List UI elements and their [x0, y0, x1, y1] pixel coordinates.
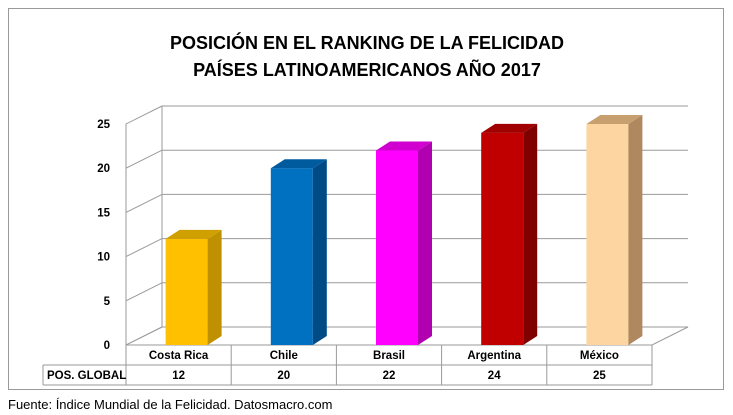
- y-tick-label: 25: [97, 119, 110, 131]
- bar-side: [523, 123, 538, 345]
- chart: POSICIÓN EN EL RANKING DE LA FELICIDAD P…: [42, 32, 689, 386]
- category-label: Chile: [270, 350, 298, 362]
- data-table-value: 24: [488, 370, 501, 382]
- bar-top: [165, 229, 222, 239]
- gridline-depth: [125, 282, 163, 302]
- bar: [376, 141, 432, 345]
- chart-title-line-2: PAÍSES LATINOAMERICANOS AÑO 2017: [193, 59, 541, 80]
- bar-side: [312, 159, 327, 345]
- data-table-value: 20: [277, 370, 290, 382]
- bars: [165, 115, 643, 345]
- chart-frame: POSICIÓN EN EL RANKING DE LA FELICIDAD P…: [8, 8, 724, 390]
- y-tick-label: 15: [97, 207, 110, 219]
- bar-side: [418, 141, 432, 345]
- y-tick-label: 20: [97, 163, 110, 175]
- gridline-depth: [125, 193, 163, 213]
- series-label: POS. GLOBAL: [47, 370, 126, 382]
- y-tick-label: 0: [104, 340, 110, 352]
- source-note: Fuente: Índice Mundial de la Felicidad. …: [8, 397, 333, 412]
- category-label: México: [580, 350, 619, 362]
- chart-title-line-1: POSICIÓN EN EL RANKING DE LA FELICIDAD: [170, 32, 564, 53]
- bar-top: [270, 159, 327, 169]
- gridline-depth: [125, 105, 163, 125]
- bar: [270, 159, 327, 345]
- data-table-value: 22: [383, 370, 396, 382]
- data-table-value: 25: [593, 370, 606, 382]
- y-tick-label: 5: [104, 296, 111, 308]
- gridline-depth: [125, 149, 163, 169]
- bar: [586, 115, 643, 345]
- gridline-depth: [125, 238, 163, 258]
- category-label: Brasil: [373, 350, 405, 362]
- data-table: Costa Rica 12 Chile 20 Brasil 22 Argentina 24 Mé…: [42, 345, 653, 386]
- bar-front: [270, 168, 313, 345]
- bar-front: [376, 150, 418, 345]
- bar-side: [628, 115, 643, 345]
- bar-top: [586, 115, 643, 124]
- bar-front: [481, 132, 524, 345]
- bar-top: [376, 141, 432, 151]
- floor: [125, 326, 689, 346]
- bar-front: [165, 238, 208, 345]
- y-tick-label: 10: [97, 252, 110, 264]
- bar: [481, 123, 538, 345]
- y-axis-tick-labels: 0 5 10 15 20 25: [97, 119, 110, 352]
- bar-side: [207, 229, 222, 345]
- data-table-value: 12: [172, 370, 185, 382]
- category-label: Argentina: [467, 350, 521, 362]
- bar: [165, 229, 222, 345]
- bar-top: [481, 123, 538, 133]
- bar-front: [586, 124, 629, 345]
- category-label: Costa Rica: [149, 350, 209, 362]
